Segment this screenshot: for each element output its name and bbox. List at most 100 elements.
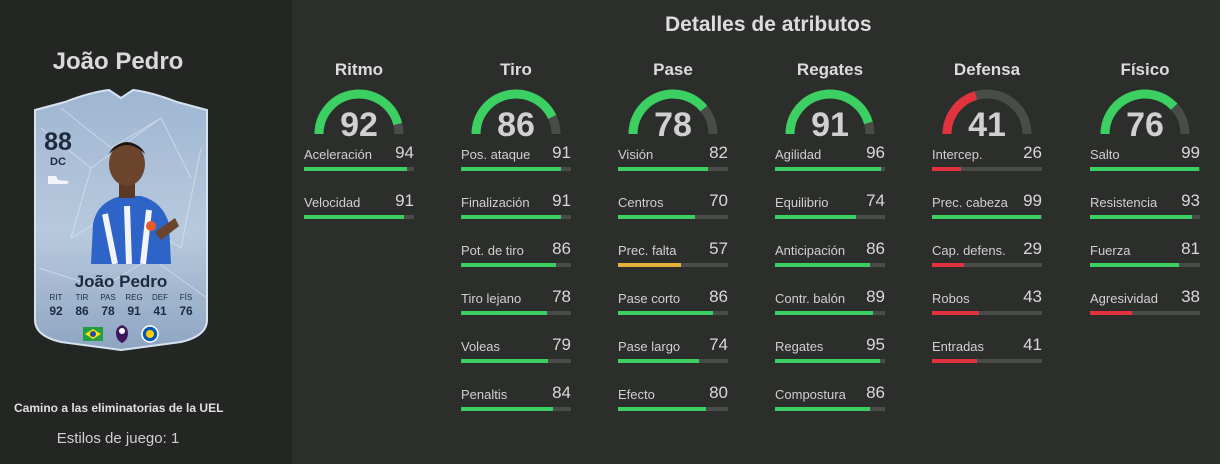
stat-row-pase-largo: Pase largo 74: [618, 332, 728, 380]
stat-row-voleas: Voleas 79: [461, 332, 571, 380]
category-name: Tiro: [500, 60, 532, 79]
stat-label: Robos: [932, 291, 970, 306]
stat-bar-fill: [618, 167, 709, 171]
stat-value: 74: [709, 335, 728, 354]
category-gauge: 41: [932, 86, 1042, 144]
stat-label: Cap. defens.: [932, 243, 1006, 258]
player-name: João Pedro: [52, 48, 184, 75]
stat-row-aceleracion: Aceleración 94: [304, 140, 414, 188]
stat-value: 79: [552, 335, 571, 354]
stat-bar-fill: [775, 311, 873, 315]
gauge-arc: [628, 89, 718, 135]
stat-bar-track: [932, 215, 1042, 219]
gauge-fill: [628, 89, 708, 135]
stat-bar-track: [932, 263, 1042, 267]
stat-bar-track: [775, 215, 885, 219]
boot-icon: [48, 176, 69, 184]
stat-label: Contr. balón: [775, 291, 846, 306]
stat-label: Agilidad: [775, 147, 822, 162]
stat-label: Voleas: [461, 339, 501, 354]
stat-bar-track: [775, 167, 885, 171]
card-name: João Pedro: [74, 272, 168, 291]
stat-bar-fill: [775, 167, 881, 171]
stat-bar-fill: [1090, 167, 1199, 171]
stat-label: Resistencia: [1090, 195, 1158, 210]
stat-bar-track: [461, 407, 571, 411]
stat-bar-fill: [932, 215, 1041, 219]
stat-bar-track: [304, 167, 414, 171]
stat-row-agilidad: Agilidad 96: [775, 140, 885, 188]
stat-bar-fill: [461, 215, 562, 219]
stat-value: 43: [1023, 287, 1042, 306]
stat-row-compostura: Compostura 86: [775, 380, 885, 428]
stat-value: 82: [709, 143, 728, 162]
stat-row-salto: Salto 99: [1090, 140, 1200, 188]
stat-bar-track: [1090, 263, 1200, 267]
stat-bar-fill: [775, 359, 880, 363]
stat-value: 93: [1181, 191, 1200, 210]
playstyles-link[interactable]: Estilos de juego: 1: [56, 430, 180, 447]
stat-bar-fill: [618, 407, 706, 411]
stat-bar-fill: [461, 311, 547, 315]
stat-label: Intercep.: [932, 147, 983, 162]
attributes-title: Detalles de atributos: [665, 13, 872, 36]
stat-bar-track: [932, 359, 1042, 363]
stat-bar-track: [461, 359, 571, 363]
stat-bar-track: [618, 215, 728, 219]
stat-bar-track: [775, 407, 885, 411]
stat-label: Anticipación: [775, 243, 846, 258]
stat-label: Pase largo: [618, 339, 681, 354]
category-name: Regates: [796, 60, 864, 79]
category-value: 92: [340, 106, 378, 144]
player-card[interactable]: 88 DC João Pedro RIT 92 TIR 86 PAS 78 REG 91…: [31, 88, 211, 352]
stat-value: 70: [709, 191, 728, 210]
player-panel: João Pedro: [0, 0, 292, 464]
card-position: DC: [50, 156, 66, 168]
card-stat: FÍS 76: [179, 293, 193, 318]
category-name: Ritmo: [334, 60, 384, 79]
category-name: Físico: [1120, 60, 1170, 79]
stat-label: Compostura: [775, 387, 846, 402]
stat-row-entradas: Entradas 41: [932, 332, 1042, 380]
category-value: 78: [654, 106, 692, 144]
stat-row-prec-falta: Prec. falta 57: [618, 236, 728, 284]
brazil-flag-icon: [83, 327, 103, 341]
stat-bar-track: [618, 263, 728, 267]
stat-value: 41: [1023, 335, 1042, 354]
stat-value: 86: [709, 287, 728, 306]
gauge-arc: [1100, 89, 1190, 135]
stat-label: Penaltis: [461, 387, 508, 402]
stat-value: 80: [709, 383, 728, 402]
card-stat: RIT 92: [49, 293, 63, 318]
stat-row-tiro-lejano: Tiro lejano 78: [461, 284, 571, 332]
stat-row-equilibrio: Equilibrio 74: [775, 188, 885, 236]
stat-bar-track: [618, 359, 728, 363]
stat-row-velocidad: Velocidad 91: [304, 188, 414, 236]
stat-label: Pot. de tiro: [461, 243, 524, 258]
stat-label: Pase corto: [618, 291, 681, 306]
stat-row-regates: Regates 95: [775, 332, 885, 380]
stat-row-robos: Robos 43: [932, 284, 1042, 332]
category-regates: Regates 91 Agilidad 96 Equilibrio 74 Anticipac…: [775, 60, 885, 428]
stat-row-cap-defens: Cap. defens. 29: [932, 236, 1042, 284]
stat-bar-fill: [932, 311, 980, 315]
stat-bar-fill: [461, 359, 548, 363]
category-defensa: Defensa 41 Intercep. 26 Prec. cabeza 99 Cap. d…: [932, 60, 1042, 380]
stat-value: 86: [866, 383, 885, 402]
stat-bar-fill: [1090, 215, 1193, 219]
stat-label: Centros: [618, 195, 664, 210]
player-portrait: [91, 142, 179, 264]
stat-row-centros: Centros 70: [618, 188, 728, 236]
stat-bar-track: [461, 167, 571, 171]
stat-bar-track: [775, 359, 885, 363]
stat-bar-track: [775, 263, 885, 267]
gauge-arc: [314, 89, 404, 135]
category-tiro: Tiro 86 Pos. ataque 91 Finalización 91 Pot. de…: [461, 60, 571, 428]
card-stat: TIR 86: [75, 293, 89, 318]
stat-bar-fill: [932, 359, 978, 363]
card-stats: RIT 92 TIR 86 PAS 78 REG 91 DEF 41 FÍS 76: [43, 293, 199, 318]
gauge-fill: [785, 89, 873, 135]
stat-row-pase-corto: Pase corto 86: [618, 284, 728, 332]
stat-bar-track: [1090, 215, 1200, 219]
stat-label: Finalización: [461, 195, 530, 210]
